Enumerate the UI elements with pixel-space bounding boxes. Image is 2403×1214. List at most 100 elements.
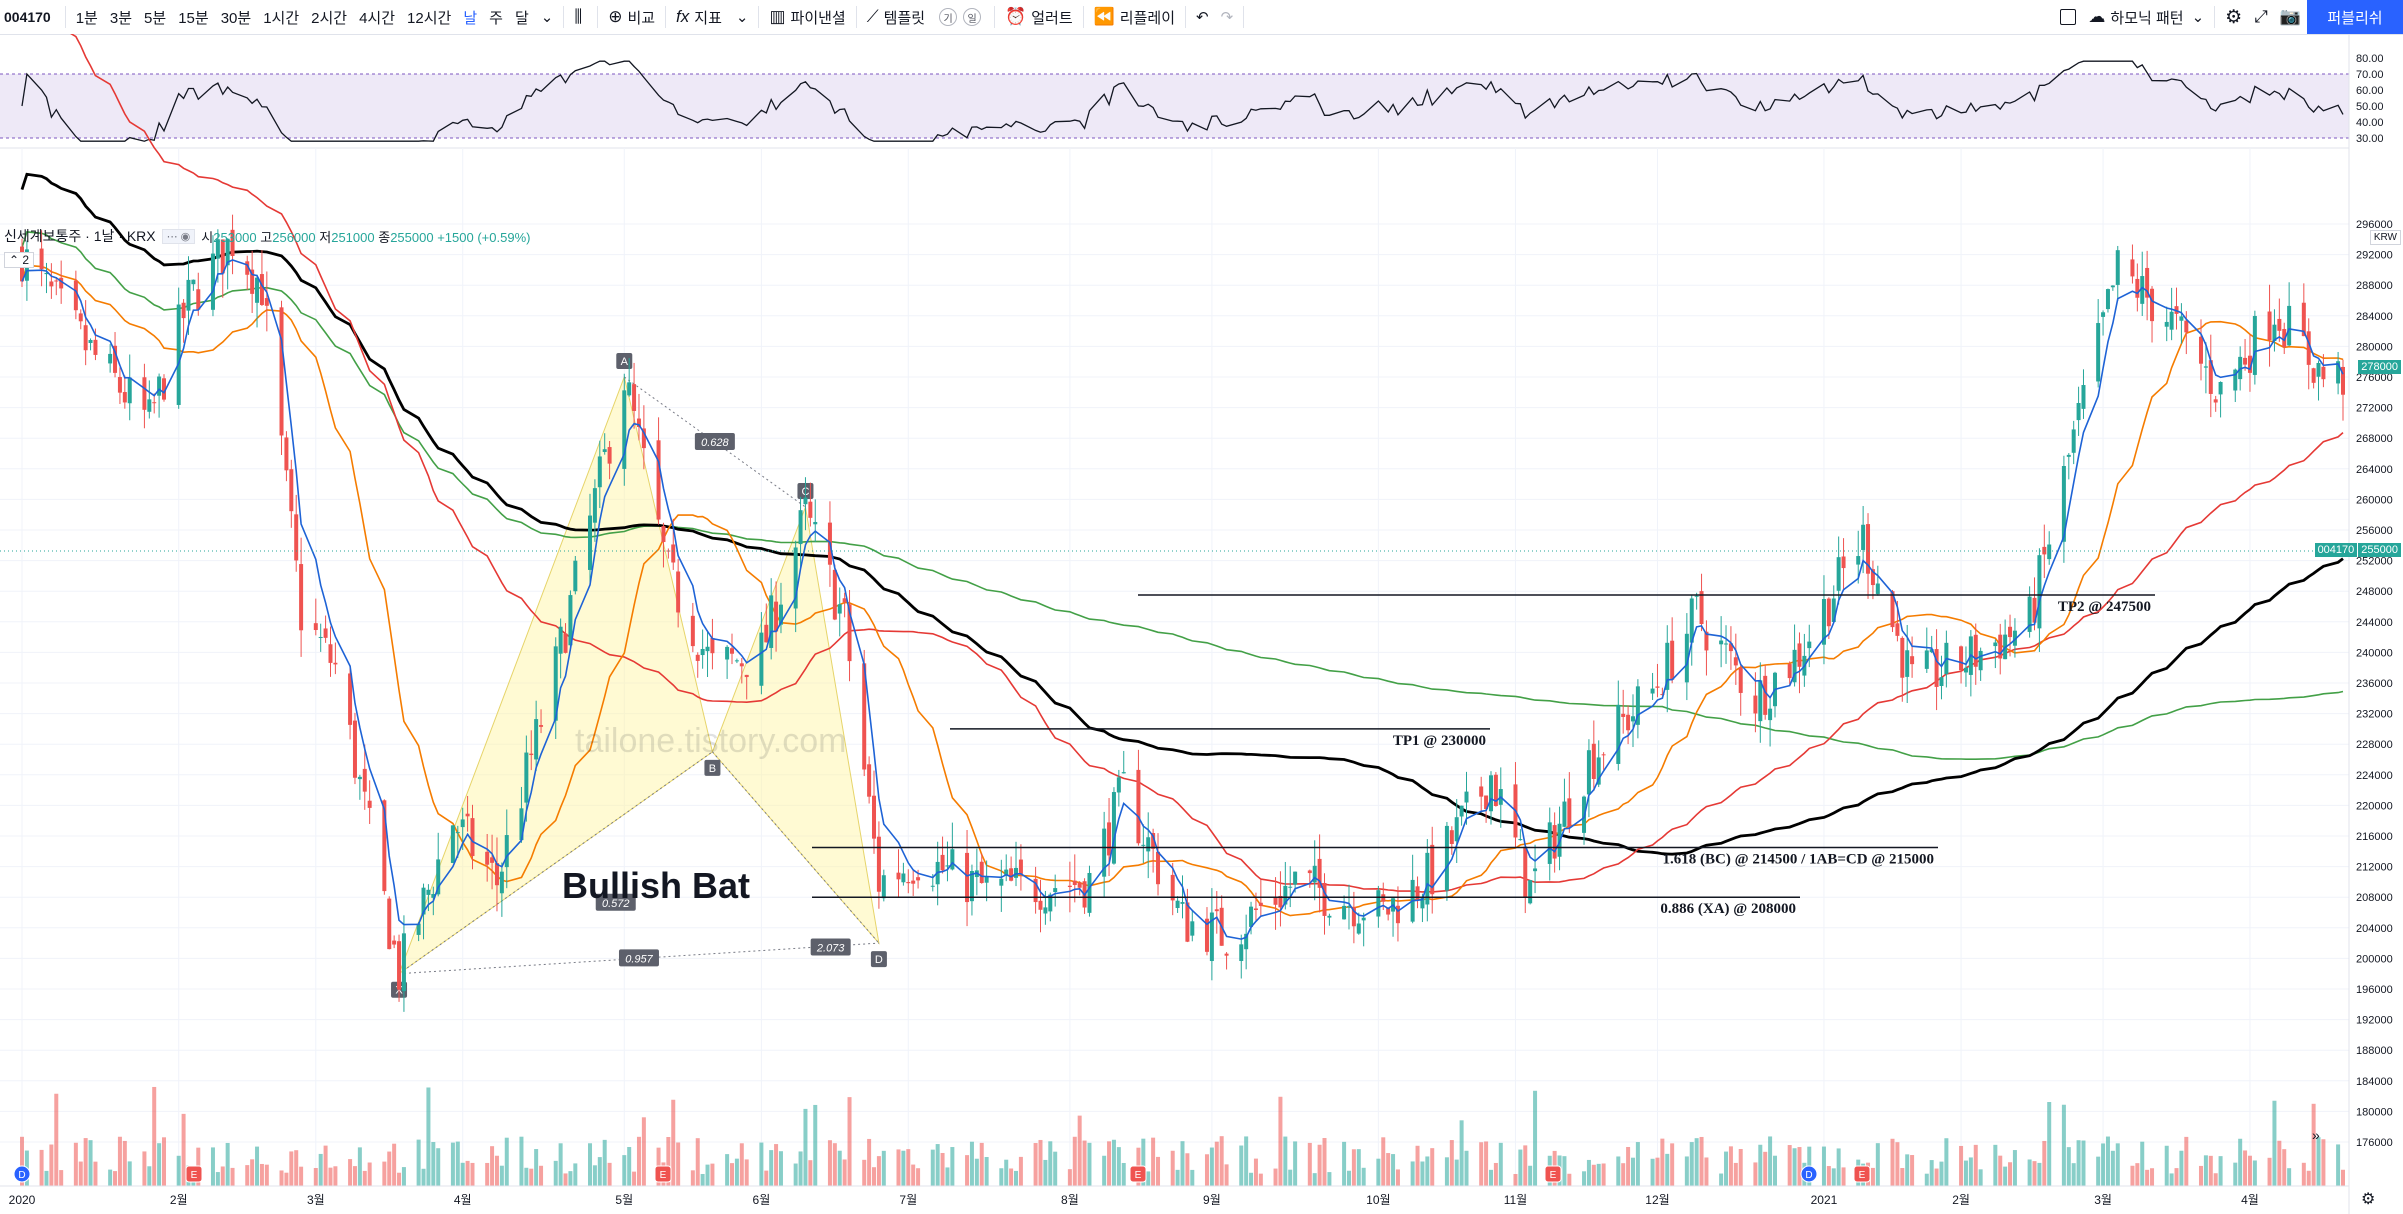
indicator-count-badge[interactable]: ⌃ 2 xyxy=(4,252,35,268)
harmonic-pattern-button[interactable]: ☁ 하모닉 패턴 ⌄ xyxy=(2082,0,2210,34)
pattern-ratio-label[interactable]: 0.572 xyxy=(602,898,630,910)
currency-label[interactable]: KRW xyxy=(2369,230,2401,245)
pattern-name[interactable]: Bullish Bat xyxy=(562,865,750,906)
templates-button[interactable]: ⟋ 템플릿 기 일 xyxy=(861,0,990,34)
pattern-ratio-box[interactable] xyxy=(810,938,851,956)
candle-body xyxy=(1004,869,1009,876)
volume-bar xyxy=(1410,1161,1415,1186)
volume-bar xyxy=(1978,1169,1983,1186)
scroll-right-icon[interactable]: » xyxy=(2312,1127,2320,1143)
pattern-ratio-label[interactable]: 2.073 xyxy=(816,942,845,954)
chart-canvas[interactable]: 296000 292000 288000 284000 280000 276000 2720… xyxy=(0,34,2403,1214)
volume-bar xyxy=(2218,1156,2223,1186)
pattern-point-box[interactable] xyxy=(704,759,721,776)
compare-button[interactable]: ⊕ 비교 xyxy=(602,0,661,34)
template-pill[interactable]: 일 xyxy=(963,8,982,26)
interval-1h[interactable]: 1시간 xyxy=(263,9,300,27)
event-marker-label[interactable]: D xyxy=(18,1170,25,1181)
candle-body xyxy=(1655,686,1660,688)
interval-month[interactable]: 달 xyxy=(514,9,529,27)
interval-dropdown[interactable]: ⌄ xyxy=(535,0,560,34)
dividend-marker[interactable] xyxy=(13,1165,31,1183)
level-label[interactable]: 0.886 (XA) @ 208000 xyxy=(1660,901,1796,917)
earnings-marker[interactable] xyxy=(185,1165,203,1183)
interval-3m[interactable]: 3분 xyxy=(109,9,133,27)
layout-button[interactable] xyxy=(2054,0,2082,34)
earnings-marker[interactable] xyxy=(654,1165,672,1183)
interval-week[interactable]: 주 xyxy=(489,9,503,27)
level-label[interactable]: TP2 @ 247500 xyxy=(2058,599,2151,615)
event-marker-label[interactable]: E xyxy=(1859,1170,1866,1181)
pattern-ratio-box[interactable] xyxy=(618,949,659,967)
level-label[interactable]: TP1 @ 230000 xyxy=(1393,733,1486,749)
template-pill[interactable]: 기 xyxy=(939,8,958,26)
level-label[interactable]: 1.618 (BC) @ 214500 / 1AB=CD @ 215000 xyxy=(1663,851,1934,867)
gear-icon[interactable]: ⚙ xyxy=(2361,1191,2376,1208)
candle-body xyxy=(299,564,304,631)
volume-bar xyxy=(769,1150,774,1186)
candle-body xyxy=(876,836,881,892)
volume-bar xyxy=(2341,1169,2345,1186)
settings-button[interactable]: ⚙ xyxy=(2219,0,2248,34)
candle-body xyxy=(1861,524,1866,550)
pattern-ratio-label[interactable]: 0.628 xyxy=(701,437,729,449)
earnings-marker[interactable] xyxy=(1544,1165,1562,1183)
interval-30m[interactable]: 30분 xyxy=(220,9,252,27)
interval-1m[interactable]: 1분 xyxy=(75,9,98,27)
symbol-search[interactable]: 004170 xyxy=(4,9,51,25)
legend-toggle[interactable]: ⋯ ◉ xyxy=(161,228,196,244)
replay-button[interactable]: ⏪ 리플레이 xyxy=(1088,0,1181,34)
pattern-point-label[interactable]: B xyxy=(709,763,716,775)
volume-bar xyxy=(225,1142,230,1186)
legend-title[interactable]: 신세계보통주 · 1날 · KRX xyxy=(4,228,156,244)
candle-body xyxy=(832,569,837,620)
volume-bar xyxy=(1768,1136,1773,1186)
financials-button[interactable]: ▥ 파이낸셜 xyxy=(763,0,851,34)
candle-body xyxy=(906,882,911,884)
candle-body xyxy=(2287,305,2292,346)
volume-bar xyxy=(1033,1143,1038,1186)
volume-bar xyxy=(49,1144,54,1186)
interval-5m[interactable]: 5분 xyxy=(144,9,167,27)
volume-bar xyxy=(1004,1159,1009,1186)
pattern-point-label[interactable]: D xyxy=(875,954,883,966)
chart-type-button[interactable]: ⫼ xyxy=(568,0,593,34)
event-marker-label[interactable]: D xyxy=(1805,1170,1812,1181)
interval-12h[interactable]: 12시간 xyxy=(407,9,452,27)
candle-body xyxy=(255,277,260,303)
pattern-point-label[interactable]: A xyxy=(621,356,629,368)
alert-button[interactable]: ⏰ 얼러트 xyxy=(999,0,1079,34)
redo-button[interactable]: ↷ xyxy=(1215,0,1240,34)
interval-15m[interactable]: 15분 xyxy=(178,9,209,27)
price-levels[interactable]: TP2 @ 247500 TP1 @ 230000 1.618 (BC) @ 214… xyxy=(812,594,2155,917)
earnings-marker[interactable] xyxy=(1853,1165,1871,1183)
volume-bar xyxy=(2130,1165,2135,1186)
interval-2h[interactable]: 2시간 xyxy=(311,9,348,27)
pattern-point-box[interactable] xyxy=(870,951,887,968)
indicators-button[interactable]: fx 지표 ⌄ xyxy=(670,0,754,34)
volume-bar xyxy=(1307,1142,1312,1186)
event-marker-label[interactable]: E xyxy=(660,1170,667,1181)
publish-button[interactable]: 퍼블리쉬 xyxy=(2307,0,2403,34)
interval-4h[interactable]: 4시간 xyxy=(359,9,396,27)
pattern-ratio-box[interactable] xyxy=(595,893,636,911)
volume-bar xyxy=(1528,1165,1533,1186)
volume-bar xyxy=(220,1166,225,1186)
candle-body xyxy=(2150,288,2155,322)
dividend-marker[interactable] xyxy=(1800,1165,1818,1183)
pattern-point-box[interactable] xyxy=(616,353,633,369)
price-tick-label: 212000 xyxy=(2356,862,2393,874)
volume-bar xyxy=(59,1170,64,1186)
event-marker-label[interactable]: E xyxy=(191,1170,198,1181)
undo-button[interactable]: ↶ xyxy=(1190,0,1215,34)
pattern-ratio-box[interactable] xyxy=(694,433,735,451)
pattern-ratio-label[interactable]: 0.957 xyxy=(625,953,653,965)
event-marker-label[interactable]: E xyxy=(1550,1170,1557,1181)
earnings-marker[interactable] xyxy=(1129,1165,1147,1183)
snapshot-button[interactable]: 📷 xyxy=(2274,0,2307,34)
interval-day[interactable]: 날 xyxy=(463,9,478,27)
event-marker-label[interactable]: E xyxy=(1135,1170,1142,1181)
fullscreen-button[interactable]: ⤢ xyxy=(2248,0,2274,34)
